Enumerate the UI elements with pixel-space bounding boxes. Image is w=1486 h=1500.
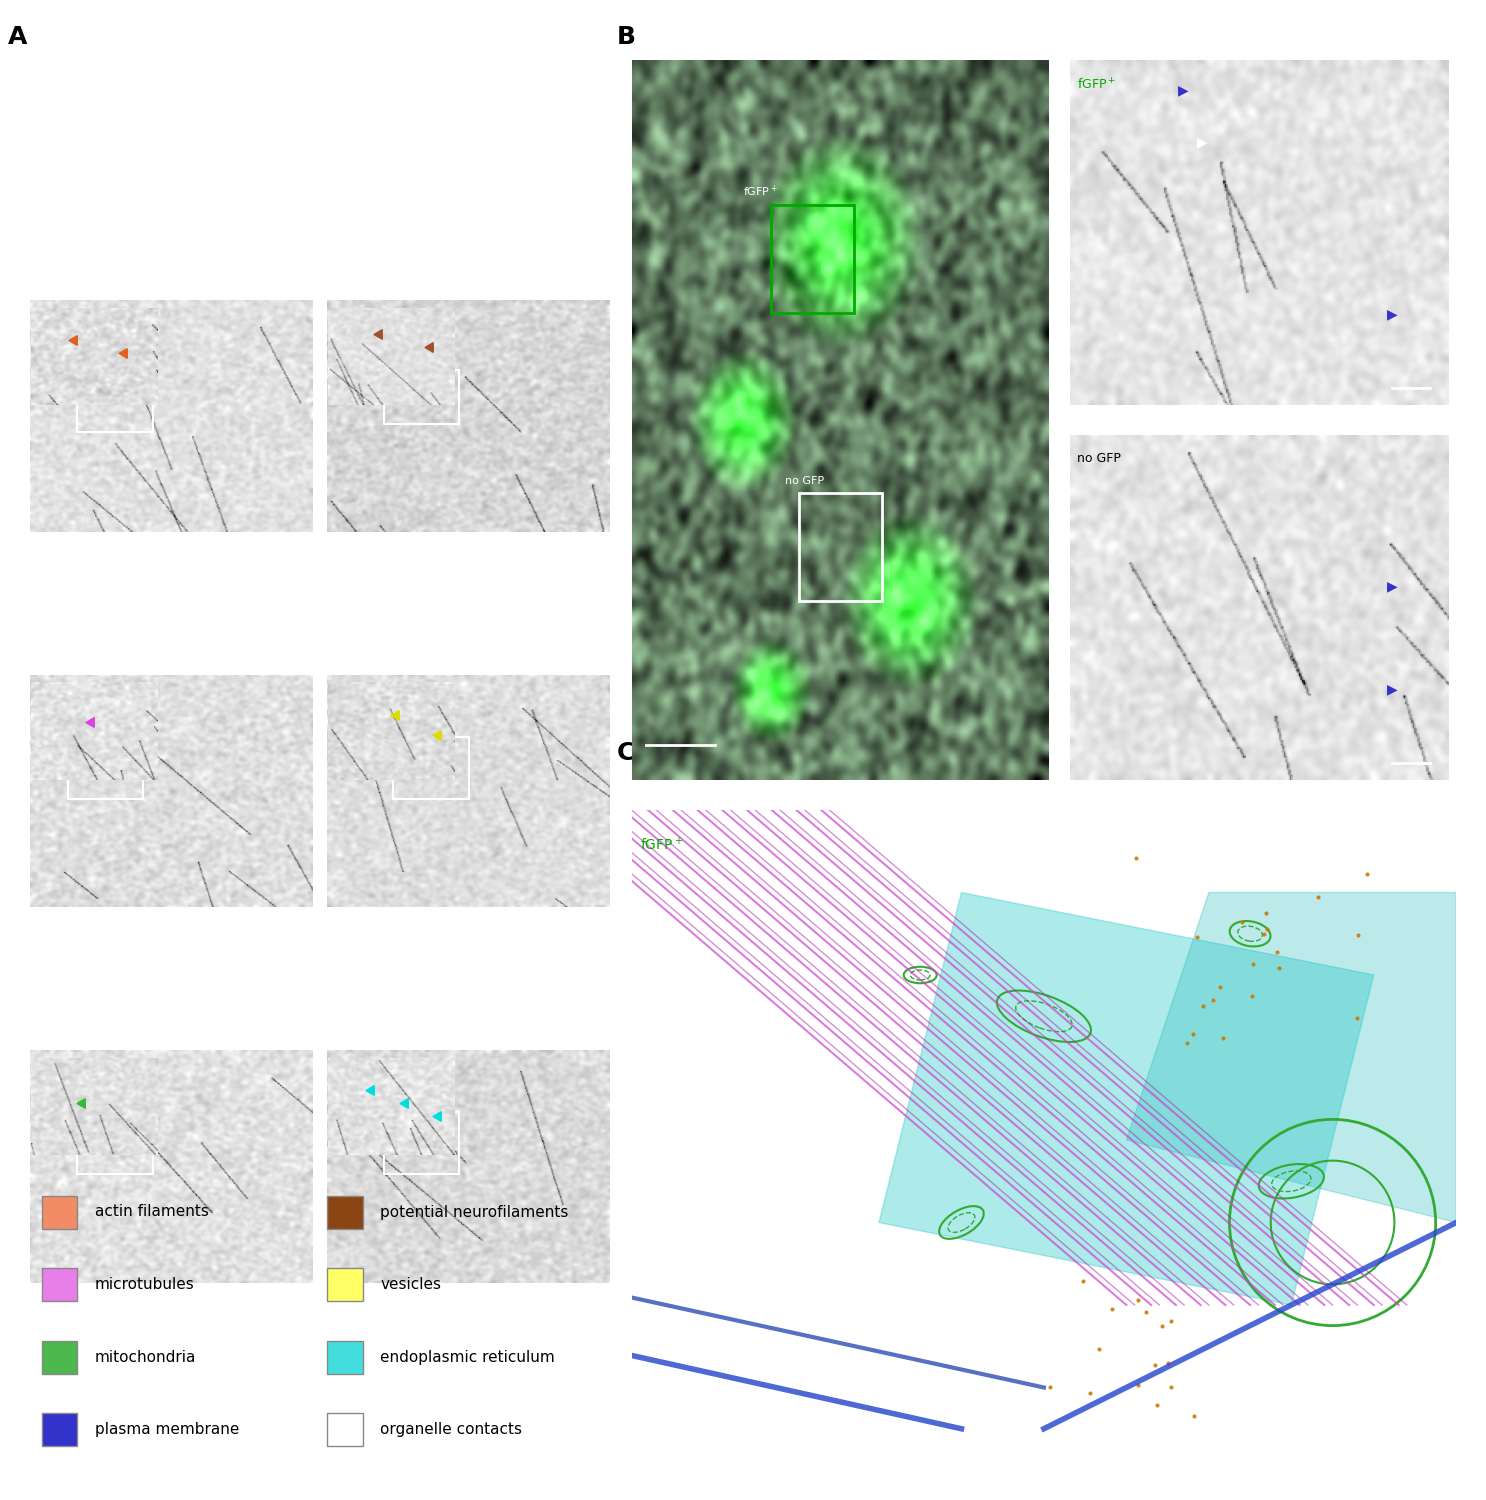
Point <box>1159 1308 1183 1332</box>
Point <box>1150 1314 1174 1338</box>
Polygon shape <box>880 892 1373 1305</box>
Point <box>1146 1394 1169 1417</box>
Text: microtubules: microtubules <box>95 1276 195 1292</box>
Text: plasma membrane: plasma membrane <box>95 1422 239 1437</box>
Point <box>1186 926 1210 950</box>
Point <box>1192 993 1216 1017</box>
Text: B: B <box>617 26 636 50</box>
Bar <box>383 1113 459 1174</box>
Point <box>1241 952 1265 976</box>
Point <box>1306 885 1330 909</box>
Point <box>1100 1296 1123 1320</box>
Text: ▶: ▶ <box>1386 308 1397 322</box>
Point <box>1345 1005 1369 1029</box>
Text: fGFP$^+$: fGFP$^+$ <box>1077 76 1116 93</box>
FancyBboxPatch shape <box>42 1196 77 1228</box>
Text: fGFP$^+$: fGFP$^+$ <box>640 837 684 854</box>
Polygon shape <box>1126 892 1456 1222</box>
Text: actin filaments: actin filaments <box>95 1204 210 1219</box>
Point <box>1266 940 1290 964</box>
Bar <box>383 370 459 424</box>
Text: ▶: ▶ <box>1386 682 1397 696</box>
Point <box>1256 916 1279 940</box>
Point <box>1175 1032 1199 1056</box>
Bar <box>77 378 153 432</box>
Point <box>1254 900 1278 924</box>
Point <box>1039 1374 1062 1398</box>
Text: ▶: ▶ <box>1198 135 1208 150</box>
Bar <box>771 206 854 314</box>
Bar <box>68 738 143 800</box>
Point <box>1346 924 1370 948</box>
Point <box>1183 1404 1207 1428</box>
Text: ▶: ▶ <box>1178 84 1189 98</box>
FancyBboxPatch shape <box>327 1268 363 1300</box>
Point <box>1201 987 1224 1011</box>
FancyBboxPatch shape <box>42 1268 77 1300</box>
Point <box>1134 1300 1158 1324</box>
Point <box>1156 1352 1180 1376</box>
Point <box>1239 984 1263 1008</box>
Text: organelle contacts: organelle contacts <box>380 1422 523 1437</box>
Point <box>1211 1026 1235 1050</box>
Bar <box>394 738 468 800</box>
Bar <box>798 494 881 602</box>
Point <box>1159 1374 1183 1398</box>
Point <box>1355 862 1379 886</box>
Text: C: C <box>617 741 635 765</box>
Point <box>1251 922 1275 946</box>
FancyBboxPatch shape <box>327 1413 363 1446</box>
FancyBboxPatch shape <box>327 1196 363 1228</box>
Text: endoplasmic reticulum: endoplasmic reticulum <box>380 1350 556 1365</box>
Text: mitochondria: mitochondria <box>95 1350 196 1365</box>
FancyBboxPatch shape <box>327 1341 363 1374</box>
Text: A: A <box>7 26 27 50</box>
Point <box>1086 1336 1110 1360</box>
Point <box>1230 910 1254 934</box>
Point <box>1071 1269 1095 1293</box>
Point <box>1208 975 1232 999</box>
Point <box>1079 1382 1103 1406</box>
Point <box>1125 846 1149 870</box>
Text: ▶: ▶ <box>1386 579 1397 594</box>
FancyBboxPatch shape <box>42 1413 77 1446</box>
Point <box>1126 1287 1150 1311</box>
Text: fGFP$^+$: fGFP$^+$ <box>743 183 779 200</box>
Text: no GFP: no GFP <box>785 476 823 486</box>
FancyBboxPatch shape <box>42 1341 77 1374</box>
Text: no GFP: no GFP <box>1077 453 1122 465</box>
Point <box>1266 956 1290 980</box>
Text: vesicles: vesicles <box>380 1276 441 1292</box>
Point <box>1126 1372 1150 1396</box>
Bar <box>77 1113 153 1174</box>
Point <box>1181 1022 1205 1046</box>
Text: potential neurofilaments: potential neurofilaments <box>380 1204 569 1219</box>
Point <box>1143 1353 1167 1377</box>
